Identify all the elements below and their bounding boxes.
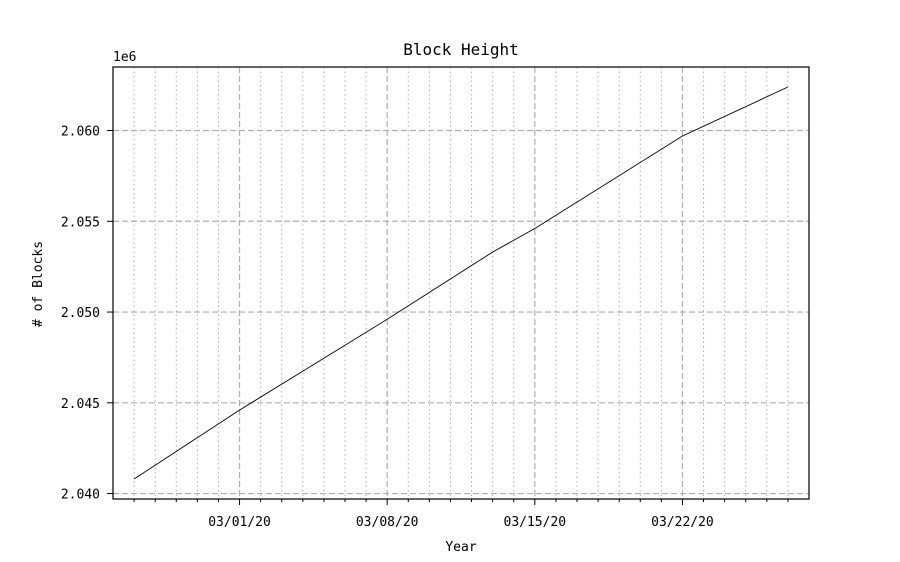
- y-tick-label: 2.060: [61, 125, 100, 140]
- x-tick-label: 03/15/20: [504, 515, 567, 530]
- plot-frame: [112, 66, 810, 500]
- y-tick-label: 2.050: [61, 306, 100, 321]
- x-tick-label: 03/08/20: [356, 515, 419, 530]
- y-tick-label: 2.040: [61, 488, 100, 503]
- grid-layer: [113, 67, 809, 499]
- y-axis-label: # of Blocks: [31, 241, 46, 327]
- x-tick-label: 03/22/20: [651, 515, 714, 530]
- x-axis-label: Year: [445, 540, 476, 555]
- y-offset-label: 1e6: [113, 50, 136, 65]
- line-layer: [133, 86, 789, 480]
- x-tick-label: 03/01/20: [208, 515, 271, 530]
- block-height-series-line: [133, 86, 789, 480]
- chart-title: Block Height: [403, 40, 519, 59]
- y-tick-label: 2.045: [61, 397, 100, 412]
- y-tick-label: 2.055: [61, 215, 100, 230]
- tick-layer: 03/01/20 03/08/20 03/15/20 03/22/20 2.040 2.0…: [61, 125, 789, 530]
